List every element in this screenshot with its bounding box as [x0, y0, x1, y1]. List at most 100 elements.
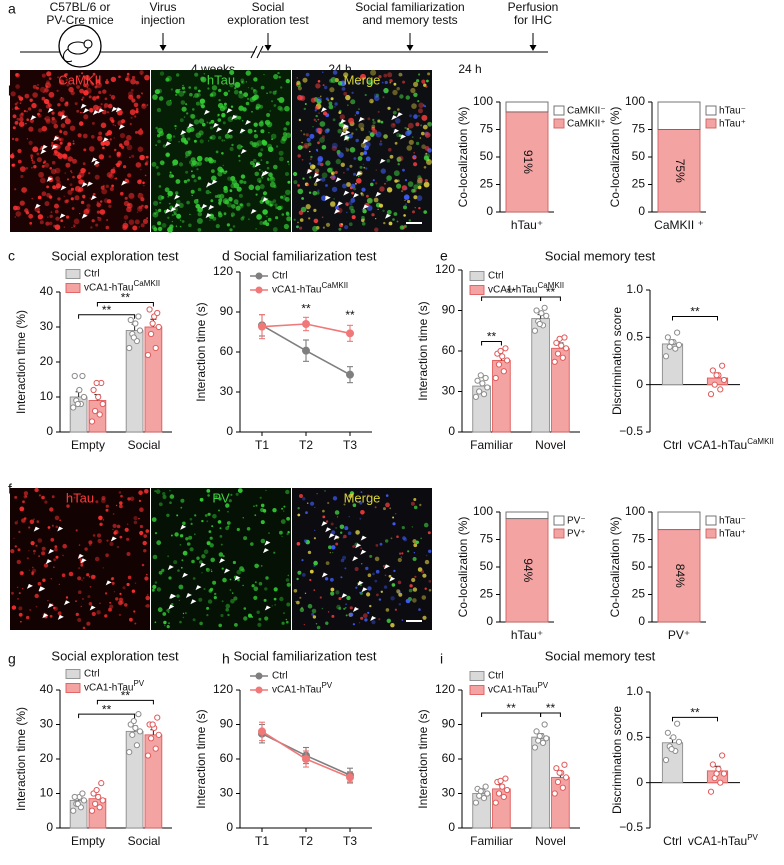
cell-signal — [60, 219, 63, 222]
cell-signal — [75, 600, 77, 603]
cell-signal — [191, 174, 196, 179]
cell-signal — [221, 567, 224, 570]
cell-signal — [238, 105, 244, 111]
arrowhead-marker — [362, 204, 369, 210]
cell-signal — [166, 153, 170, 157]
cell-signal — [387, 72, 393, 78]
cell-signal — [411, 188, 416, 193]
cell-signal — [241, 145, 243, 148]
timeline-label: for IHC — [514, 13, 552, 27]
arrowhead-marker — [47, 603, 54, 609]
cell-signal — [233, 182, 240, 189]
y-tick-label: −0.5 — [619, 424, 643, 438]
cell-signal — [116, 524, 121, 529]
cell-signal — [312, 164, 316, 169]
cell-signal — [77, 576, 82, 581]
timeline-label: Social — [252, 0, 285, 14]
cell-signal — [273, 551, 276, 554]
arrowhead-marker — [77, 553, 84, 559]
cell-signal — [81, 72, 84, 75]
data-point — [559, 354, 566, 361]
cell-signal — [245, 81, 247, 83]
cell-signal — [50, 144, 54, 147]
cell-signal — [98, 154, 105, 160]
cell-signal — [196, 218, 203, 224]
cell-signal — [187, 178, 190, 182]
cell-signal — [172, 135, 176, 138]
cell-signal — [138, 226, 140, 228]
cell-signal — [96, 533, 102, 538]
cell-signal — [128, 219, 135, 225]
cell-signal — [41, 546, 46, 551]
data-point — [499, 783, 506, 790]
cell-signal — [272, 199, 277, 203]
cell-signal — [131, 589, 136, 593]
cell-signal — [182, 612, 185, 615]
data-point — [562, 774, 570, 781]
cell-signal — [321, 172, 328, 179]
cell-signal — [315, 623, 318, 625]
cell-signal — [12, 163, 16, 167]
cell-signal — [46, 80, 50, 85]
cell-signal — [135, 107, 139, 111]
cell-signal — [197, 211, 203, 217]
cell-signal — [303, 539, 308, 543]
cell-signal — [229, 589, 232, 591]
cell-signal — [152, 554, 158, 560]
cell-signal — [255, 504, 258, 507]
cell-signal — [383, 73, 388, 78]
cell-signal — [80, 200, 85, 205]
cell-signal — [72, 158, 77, 164]
x-tick-label: Ctrl — [663, 834, 682, 848]
cell-signal — [151, 588, 155, 592]
timeline-interval: 24 h — [458, 62, 481, 76]
cell-signal — [225, 608, 229, 612]
cell-signal — [266, 216, 268, 218]
cell-signal — [92, 96, 97, 101]
cell-signal — [86, 621, 91, 626]
cell-signal — [154, 532, 158, 535]
cell-signal — [293, 589, 298, 593]
cell-signal — [258, 180, 262, 183]
line-marker — [346, 773, 354, 782]
cell-signal — [254, 129, 257, 133]
cell-signal — [322, 84, 325, 87]
data-point — [79, 790, 86, 797]
arrowhead-marker — [57, 526, 64, 532]
data-point — [71, 793, 78, 801]
cell-signal — [143, 534, 147, 538]
cell-signal — [48, 77, 52, 80]
cell-signal — [67, 142, 72, 147]
cell-signal — [201, 519, 204, 523]
legend-swatch — [553, 105, 565, 116]
cell-signal — [196, 556, 200, 560]
cell-signal — [394, 141, 398, 145]
cell-signal — [280, 519, 286, 524]
cell-signal — [74, 195, 80, 201]
cell-signal — [186, 542, 191, 546]
cell-signal — [413, 92, 418, 98]
cell-signal — [353, 157, 357, 160]
cell-signal — [48, 91, 55, 98]
cell-signal — [50, 168, 57, 175]
cell-signal — [178, 162, 184, 167]
cell-signal — [414, 207, 416, 209]
cell-signal — [119, 592, 122, 596]
cell-signal — [374, 95, 380, 102]
cell-signal — [217, 118, 222, 122]
legend-label: vCA1-hTau — [84, 283, 133, 294]
cell-signal — [105, 225, 110, 230]
data-point — [90, 386, 97, 394]
y-tick-label: 75 — [480, 122, 494, 136]
cell-signal — [334, 102, 338, 106]
cell-signal — [299, 607, 305, 613]
arrowhead-marker — [315, 178, 321, 183]
cell-signal — [230, 599, 235, 604]
arrowhead-marker — [321, 107, 327, 113]
cell-signal — [157, 127, 164, 134]
cell-signal — [301, 573, 306, 577]
cell-signal — [76, 109, 80, 113]
cell-signal — [386, 618, 391, 623]
arrowhead-marker — [87, 181, 93, 187]
panel-letter: a — [8, 1, 16, 17]
